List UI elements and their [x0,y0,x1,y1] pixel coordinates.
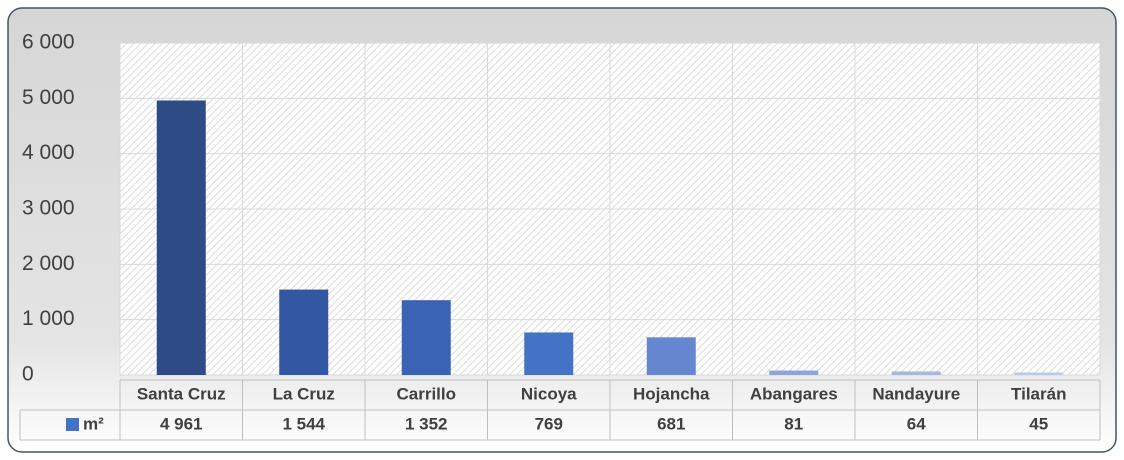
bar [769,370,819,375]
value-label: 769 [535,414,563,433]
bar [401,300,451,375]
value-label: 4 961 [160,414,203,433]
y-tick-label: 4 000 [22,141,75,164]
value-label: 45 [1029,414,1048,433]
x-tick-label: La Cruz [273,384,335,403]
bar [524,332,574,375]
value-label: 1 352 [405,414,448,433]
value-label: 1 544 [282,414,325,433]
y-tick-label: 1 000 [22,307,75,330]
y-tick-label: 6 000 [22,31,75,54]
bar [279,289,329,375]
value-label: 64 [907,414,926,433]
x-tick-label: Abangares [750,384,838,403]
x-tick-label: Nicoya [521,384,577,403]
bar [1014,372,1064,375]
bar [646,337,696,375]
x-tick-label: Hojancha [633,384,710,403]
legend-key [66,418,79,431]
value-label: 81 [784,414,803,433]
legend-label: m² [83,414,104,433]
x-tick-label: Carrillo [396,384,456,403]
y-tick-label: 2 000 [22,252,75,275]
bar [891,371,941,375]
y-tick-label: 3 000 [22,197,75,220]
x-tick-label: Tilarán [1011,384,1066,403]
y-tick-label: 0 [22,363,34,386]
x-tick-label: Santa Cruz [137,384,226,403]
bar [156,100,206,375]
value-label: 681 [657,414,685,433]
y-tick-label: 5 000 [22,86,75,109]
x-tick-label: Nandayure [872,384,960,403]
